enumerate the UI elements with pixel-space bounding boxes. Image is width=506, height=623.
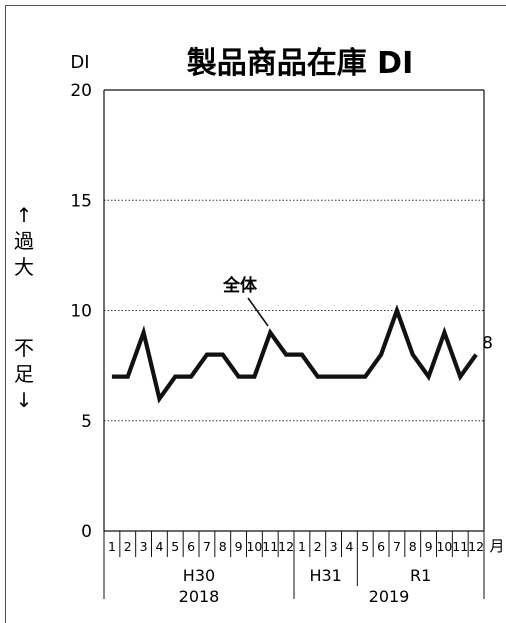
x-tick-label: 12 xyxy=(278,539,294,554)
x-tick-label: 2 xyxy=(124,539,132,554)
y-tick-label: 0 xyxy=(81,522,92,542)
outer-border xyxy=(5,5,506,623)
x-tick-label: 5 xyxy=(361,539,369,554)
side-label-shortage-char: ↓ xyxy=(16,388,33,412)
era-label: H31 xyxy=(309,566,341,585)
x-tick-label: 6 xyxy=(377,539,385,554)
x-tick-label: 2 xyxy=(314,539,322,554)
x-tick-label: 11 xyxy=(262,539,278,554)
x-tick-label: 10 xyxy=(246,539,262,554)
x-tick-label: 5 xyxy=(171,539,179,554)
series-name-label: 全体 xyxy=(222,275,258,296)
year-label: 2018 xyxy=(179,587,220,606)
month-unit-label: 月 xyxy=(489,537,504,555)
x-tick-label: 8 xyxy=(409,539,417,554)
era-label: R1 xyxy=(410,566,431,585)
series-end-label: 8 xyxy=(482,334,493,354)
side-label-excess-char: ↑ xyxy=(16,203,33,227)
x-tick-label: 9 xyxy=(425,539,433,554)
side-label-shortage-char: 不 xyxy=(14,336,34,360)
x-tick-label: 8 xyxy=(219,539,227,554)
side-label-shortage-char: 足 xyxy=(14,362,34,386)
y-tick-label: 20 xyxy=(70,81,92,101)
year-label: 2019 xyxy=(369,587,410,606)
side-label-excess-char: 過 xyxy=(14,229,34,253)
x-tick-label: 1 xyxy=(108,539,116,554)
series-leader-line xyxy=(247,297,269,327)
y-tick-label: 5 xyxy=(81,412,92,432)
x-tick-label: 10 xyxy=(436,539,452,554)
x-tick-label: 1 xyxy=(298,539,306,554)
x-tick-label: 4 xyxy=(345,539,353,554)
x-tick-label: 12 xyxy=(468,539,484,554)
y-tick-labels: 0 5 10 15 20 xyxy=(70,81,92,542)
side-label-excess-char: 大 xyxy=(14,255,34,279)
x-tick-label: 11 xyxy=(452,539,468,554)
series: 全体 8 xyxy=(111,275,493,404)
x-tick-labels: 1 2 3 4 5 6 7 8 9 10 11 12 1 2 3 4 5 6 7 8 9 10 11 12 xyxy=(103,531,485,557)
x-tick-label: 7 xyxy=(393,539,401,554)
gridlines xyxy=(104,199,484,422)
x-tick-label: 3 xyxy=(330,539,338,554)
x-tick-label: 3 xyxy=(140,539,148,554)
x-tick-label: 6 xyxy=(187,539,195,554)
era-label: H30 xyxy=(183,566,215,585)
series-line-全体 xyxy=(111,304,478,404)
x-tick-label: 7 xyxy=(203,539,211,554)
chart-title: 製品商品在庫 DI xyxy=(187,46,414,81)
period-groups: H30 H31 R1 2018 2019 xyxy=(103,557,485,606)
y-tick-label: 10 xyxy=(70,302,92,322)
x-tick-label: 4 xyxy=(155,539,163,554)
x-tick-label: 9 xyxy=(235,539,243,554)
y-axis-label: DI xyxy=(70,52,89,73)
y-tick-label: 15 xyxy=(70,191,92,211)
